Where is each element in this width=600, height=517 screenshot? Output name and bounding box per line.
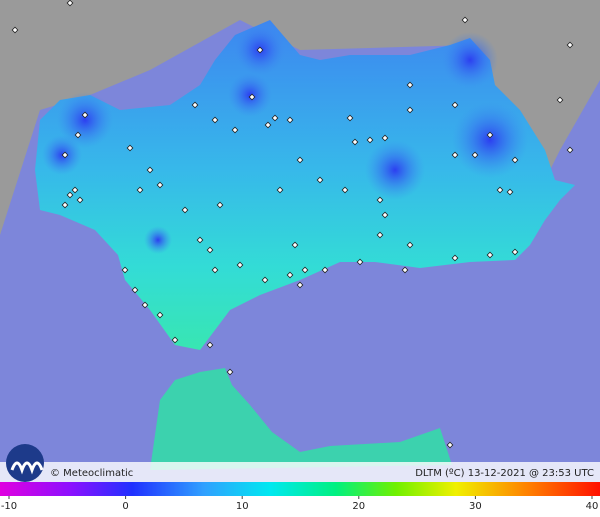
cold-spot <box>228 73 272 117</box>
cold-spot <box>442 32 498 88</box>
station <box>566 41 574 49</box>
station <box>181 206 189 214</box>
station <box>376 196 384 204</box>
station <box>381 134 389 142</box>
cold-spots <box>42 25 528 254</box>
station <box>486 131 494 139</box>
station <box>451 254 459 262</box>
station <box>351 138 359 146</box>
station <box>381 211 389 219</box>
station <box>236 261 244 269</box>
station <box>341 186 349 194</box>
station <box>126 144 134 152</box>
scale-tick-label: 0 <box>122 501 128 512</box>
scale-tick-label: 20 <box>352 501 365 512</box>
station <box>406 81 414 89</box>
scale-tick-label: 30 <box>469 501 482 512</box>
footer-bar <box>0 462 600 482</box>
station <box>146 166 154 174</box>
cold-spot <box>144 226 172 254</box>
station <box>556 96 564 104</box>
station <box>74 131 82 139</box>
station <box>401 266 409 274</box>
station <box>286 271 294 279</box>
cold-spot <box>452 102 528 178</box>
station <box>496 186 504 194</box>
station <box>451 101 459 109</box>
station <box>121 266 129 274</box>
station <box>321 266 329 274</box>
station <box>291 241 299 249</box>
station <box>511 248 519 256</box>
station <box>71 186 79 194</box>
station <box>451 151 459 159</box>
station <box>356 258 364 266</box>
scale-tick-label: -10 <box>1 501 17 512</box>
spain-land <box>0 0 600 235</box>
stations <box>11 0 574 449</box>
station <box>316 176 324 184</box>
credit: © Meteoclimatic <box>50 468 133 479</box>
station <box>11 26 19 34</box>
station <box>136 186 144 194</box>
station <box>206 341 214 349</box>
caption: DLTM (ºC) 13-12-2021 @ 23:53 UTC <box>415 468 594 479</box>
station <box>406 241 414 249</box>
station <box>346 114 354 122</box>
station <box>376 231 384 239</box>
station <box>191 101 199 109</box>
morocco-land <box>150 368 452 470</box>
station <box>486 251 494 259</box>
station <box>231 126 239 134</box>
station <box>366 136 374 144</box>
station <box>211 116 219 124</box>
station <box>271 114 279 122</box>
station <box>196 236 204 244</box>
scale-tick-label: 10 <box>236 501 249 512</box>
station <box>261 276 269 284</box>
station <box>81 111 89 119</box>
station <box>141 301 149 309</box>
andalusia-temperature <box>35 20 575 350</box>
station <box>61 201 69 209</box>
station <box>506 188 514 196</box>
station <box>226 368 234 376</box>
station <box>131 286 139 294</box>
station <box>66 191 74 199</box>
station <box>211 266 219 274</box>
station <box>216 201 224 209</box>
logo-mark <box>10 461 44 475</box>
station <box>206 246 214 254</box>
station <box>61 151 69 159</box>
station <box>156 311 164 319</box>
station <box>446 441 454 449</box>
station <box>276 186 284 194</box>
station <box>296 281 304 289</box>
scale-tick-label: 40 <box>586 501 599 512</box>
station <box>66 0 74 7</box>
cold-spot <box>57 92 113 148</box>
station <box>296 156 304 164</box>
station <box>248 93 256 101</box>
station <box>566 146 574 154</box>
station <box>264 121 272 129</box>
cold-spot <box>365 140 425 200</box>
station <box>406 106 414 114</box>
station <box>171 336 179 344</box>
station <box>511 156 519 164</box>
station <box>76 196 84 204</box>
station <box>301 266 309 274</box>
station <box>471 151 479 159</box>
station <box>286 116 294 124</box>
station <box>256 46 264 54</box>
scale-label-bar <box>0 496 600 517</box>
station <box>461 16 469 24</box>
color-scale <box>0 482 600 496</box>
station <box>156 181 164 189</box>
